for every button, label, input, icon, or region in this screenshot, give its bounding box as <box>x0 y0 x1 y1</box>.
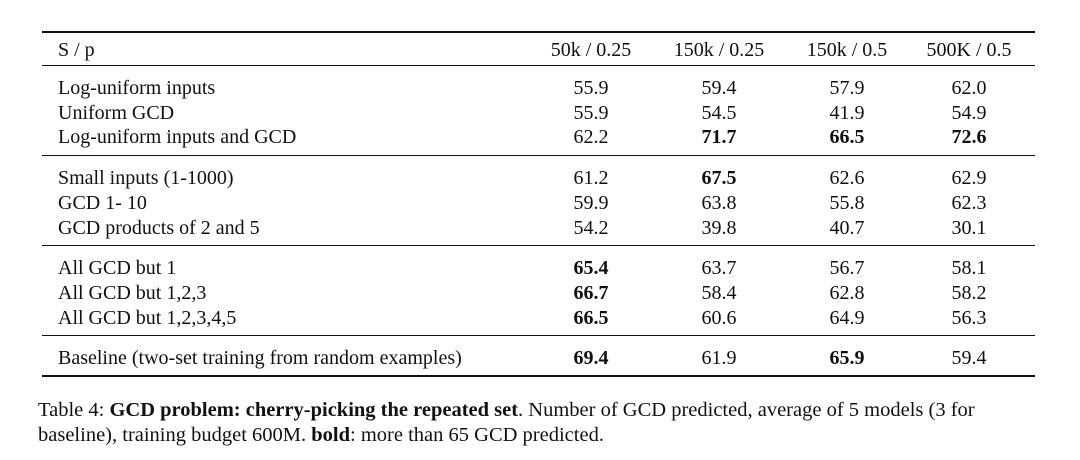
value-cell: 63.8 <box>701 191 737 214</box>
caption-key: bold <box>311 424 351 446</box>
value-cell: 55.9 <box>573 77 609 99</box>
value-cell: 57.9 <box>829 77 865 99</box>
caption-text: . Number of GCD predicted, average of 5 … <box>38 399 975 446</box>
value-cell: 64.9 <box>829 306 865 329</box>
value-cell: 66.5 <box>573 306 609 329</box>
value-cell: 58.1 <box>951 257 987 280</box>
value-cell: 62.0 <box>951 77 987 99</box>
value-cell: 66.5 <box>829 126 865 149</box>
value-cell: 62.2 <box>573 126 609 149</box>
table-rule <box>42 245 1035 247</box>
value-cell: 67.5 <box>701 167 737 190</box>
value-cell: 56.3 <box>951 306 987 329</box>
value-cell: 62.8 <box>829 281 865 304</box>
value-cell: 40.7 <box>829 216 865 239</box>
value-cell: 55.8 <box>829 191 865 214</box>
value-cell: 58.2 <box>951 281 987 304</box>
table-rule <box>42 375 1035 377</box>
header-cell: 500K / 0.5 <box>926 39 1012 61</box>
row-label: Baseline (two-set training from random e… <box>58 347 462 370</box>
value-cell: 55.9 <box>573 101 609 124</box>
table-rule <box>42 335 1035 337</box>
row-label: All GCD but 1,2,3,4,5 <box>58 306 237 329</box>
value-cell: 30.1 <box>951 216 987 239</box>
value-cell: 59.4 <box>951 347 987 370</box>
value-cell: 56.7 <box>829 257 865 280</box>
value-cell: 60.6 <box>701 306 737 329</box>
value-cell: 62.6 <box>829 167 865 190</box>
value-cell: 63.7 <box>701 257 737 280</box>
table-rule <box>42 155 1035 157</box>
value-cell: 62.9 <box>951 167 987 190</box>
value-cell: 54.5 <box>701 101 737 124</box>
value-cell: 61.9 <box>701 347 737 370</box>
value-cell: 71.7 <box>701 126 737 149</box>
value-cell: 65.4 <box>573 257 609 280</box>
header-cell: 150k / 0.5 <box>806 39 888 61</box>
value-cell: 39.8 <box>701 216 737 239</box>
header-cell: 50k / 0.25 <box>550 39 632 61</box>
row-label: Log-uniform inputs <box>58 77 216 99</box>
header-cell: S / p <box>58 39 95 61</box>
table-rule <box>42 65 1035 66</box>
row-label: Small inputs (1-1000) <box>58 167 234 190</box>
value-cell: 58.4 <box>701 281 737 304</box>
header-cell: 150k / 0.25 <box>673 39 765 61</box>
value-cell: 72.6 <box>951 126 987 149</box>
caption-key-text: : more than 65 GCD predicted. <box>350 424 604 446</box>
value-cell: 59.9 <box>573 191 609 214</box>
row-label: Log-uniform inputs and GCD <box>58 126 297 149</box>
row-label: GCD 1- 10 <box>58 191 147 214</box>
value-cell: 61.2 <box>573 167 609 190</box>
value-cell: 69.4 <box>573 347 609 370</box>
value-cell: 41.9 <box>829 101 865 124</box>
table-rule <box>42 31 1035 33</box>
value-cell: 54.9 <box>951 101 987 124</box>
row-label: All GCD but 1,2,3 <box>58 281 207 304</box>
value-cell: 65.9 <box>829 347 865 370</box>
caption-title: GCD problem: cherry-picking the repeated… <box>109 399 519 421</box>
value-cell: 66.7 <box>573 281 609 304</box>
value-cell: 59.4 <box>701 77 737 99</box>
row-label: Uniform GCD <box>58 101 175 124</box>
value-cell: 54.2 <box>573 216 609 239</box>
caption: Table 4: GCD problem: cherry-picking the… <box>38 398 1048 448</box>
caption-label: Table 4: <box>38 399 105 421</box>
row-label: All GCD but 1 <box>58 257 177 280</box>
row-label: GCD products of 2 and 5 <box>58 216 260 239</box>
value-cell: 62.3 <box>951 191 987 214</box>
